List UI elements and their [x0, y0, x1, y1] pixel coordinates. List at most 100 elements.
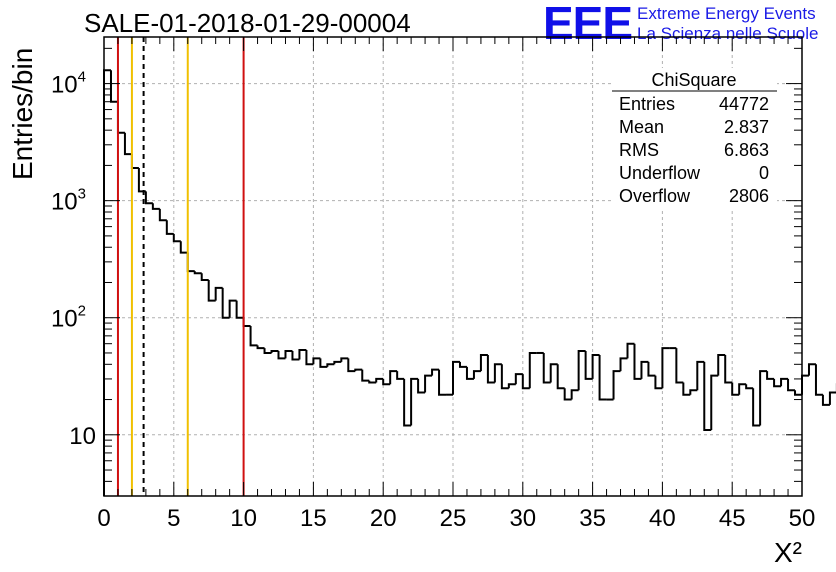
histogram-bin: [382, 378, 391, 386]
x-tick-label: 10: [230, 505, 257, 532]
x-tick-label: 45: [719, 505, 746, 532]
histogram-bin: [759, 370, 768, 426]
histogram-bin: [312, 357, 321, 365]
y-tick-label: 104: [51, 69, 86, 99]
brand-line-1: Extreme Energy Events: [637, 4, 816, 23]
histogram-bin: [151, 203, 160, 210]
histogram-bin: [780, 377, 789, 387]
stats-row-value: 44772: [719, 94, 769, 114]
histogram-bin: [438, 369, 447, 396]
histogram-bin: [591, 354, 600, 379]
histogram-bin: [172, 233, 181, 243]
histogram-bin: [745, 384, 754, 390]
histogram-bin: [514, 373, 523, 385]
histogram-bin: [326, 363, 335, 367]
histogram-bin: [773, 378, 782, 388]
histogram-bin: [144, 191, 153, 205]
stats-row-label: RMS: [619, 140, 659, 160]
histogram-bin: [549, 363, 558, 383]
x-tick-label: 15: [300, 505, 327, 532]
histogram-bin: [103, 69, 111, 496]
histogram-bin: [724, 355, 733, 384]
histogram-bin: [500, 364, 509, 390]
histogram-bin: [179, 241, 188, 254]
histogram-bin: [682, 382, 691, 396]
stats-row-value: 2.837: [724, 117, 769, 137]
histogram-bin: [186, 252, 195, 273]
histogram-bin: [403, 378, 412, 427]
histogram-bin: [619, 357, 628, 372]
x-tick-label: 30: [509, 505, 536, 532]
histogram-bin: [794, 390, 802, 396]
stats-box: ChiSquare Entries 44772 Mean 2.837 RMS 6.863 U…: [612, 68, 777, 208]
histogram-bin: [256, 345, 265, 350]
histogram-bin: [598, 355, 607, 401]
histogram-bin: [577, 349, 586, 391]
histogram-bin: [479, 354, 488, 372]
histogram-bin: [165, 220, 174, 235]
histogram-bin: [633, 343, 642, 380]
histogram-bin: [431, 368, 440, 376]
histogram-bin: [710, 374, 719, 430]
histogram-bin: [228, 299, 237, 318]
stats-row-value: 0: [759, 163, 769, 183]
y-tick-label: 103: [51, 186, 86, 216]
histogram-bin: [731, 382, 740, 396]
histogram-bin: [821, 394, 830, 406]
x-axis-title: X²: [774, 537, 802, 568]
stats-row-value: 6.863: [724, 140, 769, 160]
brand-line-2: La Scienza nelle Scuole: [637, 24, 819, 43]
histogram-bin: [270, 349, 279, 353]
histogram-bin: [354, 368, 363, 372]
stats-row-value: 2806: [729, 186, 769, 206]
axes: 0 5 10 15 20 25 30 35 40 45 50 10 102 103 104: [51, 36, 815, 532]
histogram-bin: [249, 325, 258, 347]
histogram-bin: [675, 348, 684, 384]
histogram-bin: [424, 374, 433, 393]
histogram-bin: [563, 388, 572, 401]
histogram-bin: [752, 388, 761, 427]
histogram-bin: [807, 363, 816, 376]
histogram-bin: [207, 279, 216, 302]
histogram-bin: [465, 366, 474, 380]
stats-rows: Entries 44772 Mean 2.837 RMS 6.863 Underflow 0 O…: [619, 94, 769, 206]
histogram-bin: [417, 378, 426, 394]
histogram-bin: [696, 360, 705, 391]
histogram-bin: [200, 273, 209, 281]
histogram-bin: [647, 361, 656, 377]
histogram-bin: [542, 352, 551, 384]
histogram-bin: [828, 391, 836, 405]
histogram-bin: [347, 358, 356, 373]
histogram-bin: [333, 360, 342, 365]
histogram-bin: [814, 364, 823, 396]
histogram-bin: [528, 351, 537, 389]
histogram-bin: [242, 317, 251, 327]
histogram-bin: [717, 354, 726, 376]
stats-row-label: Entries: [619, 94, 675, 114]
histogram-bin: [368, 380, 377, 384]
histogram-bin: [137, 168, 146, 193]
stats-row-label: Underflow: [619, 163, 701, 183]
y-tick-label: 10: [69, 423, 96, 450]
histogram-bin: [214, 286, 223, 301]
histogram-bin: [654, 375, 663, 390]
histogram-bin: [738, 383, 747, 395]
x-tick-label: 5: [167, 505, 180, 532]
histogram-bin: [340, 357, 349, 362]
x-tick-label: 40: [649, 505, 676, 532]
histogram-bin: [640, 360, 649, 379]
stats-row-label: Mean: [619, 117, 664, 137]
histogram-bin: [298, 348, 307, 360]
brand-logo: EEE Extreme Energy Events La Scienza nel…: [543, 0, 833, 48]
histogram-bin: [689, 389, 698, 395]
histogram-bin: [263, 348, 272, 354]
histogram-bin: [235, 300, 244, 319]
histogram-bin: [291, 350, 300, 361]
histogram-bin: [570, 389, 579, 400]
histogram-bin: [787, 378, 796, 392]
histogram-bin: [493, 363, 502, 383]
histogram-bin: [556, 364, 565, 390]
histogram-bin: [221, 287, 230, 319]
histogram-bin: [116, 101, 125, 134]
